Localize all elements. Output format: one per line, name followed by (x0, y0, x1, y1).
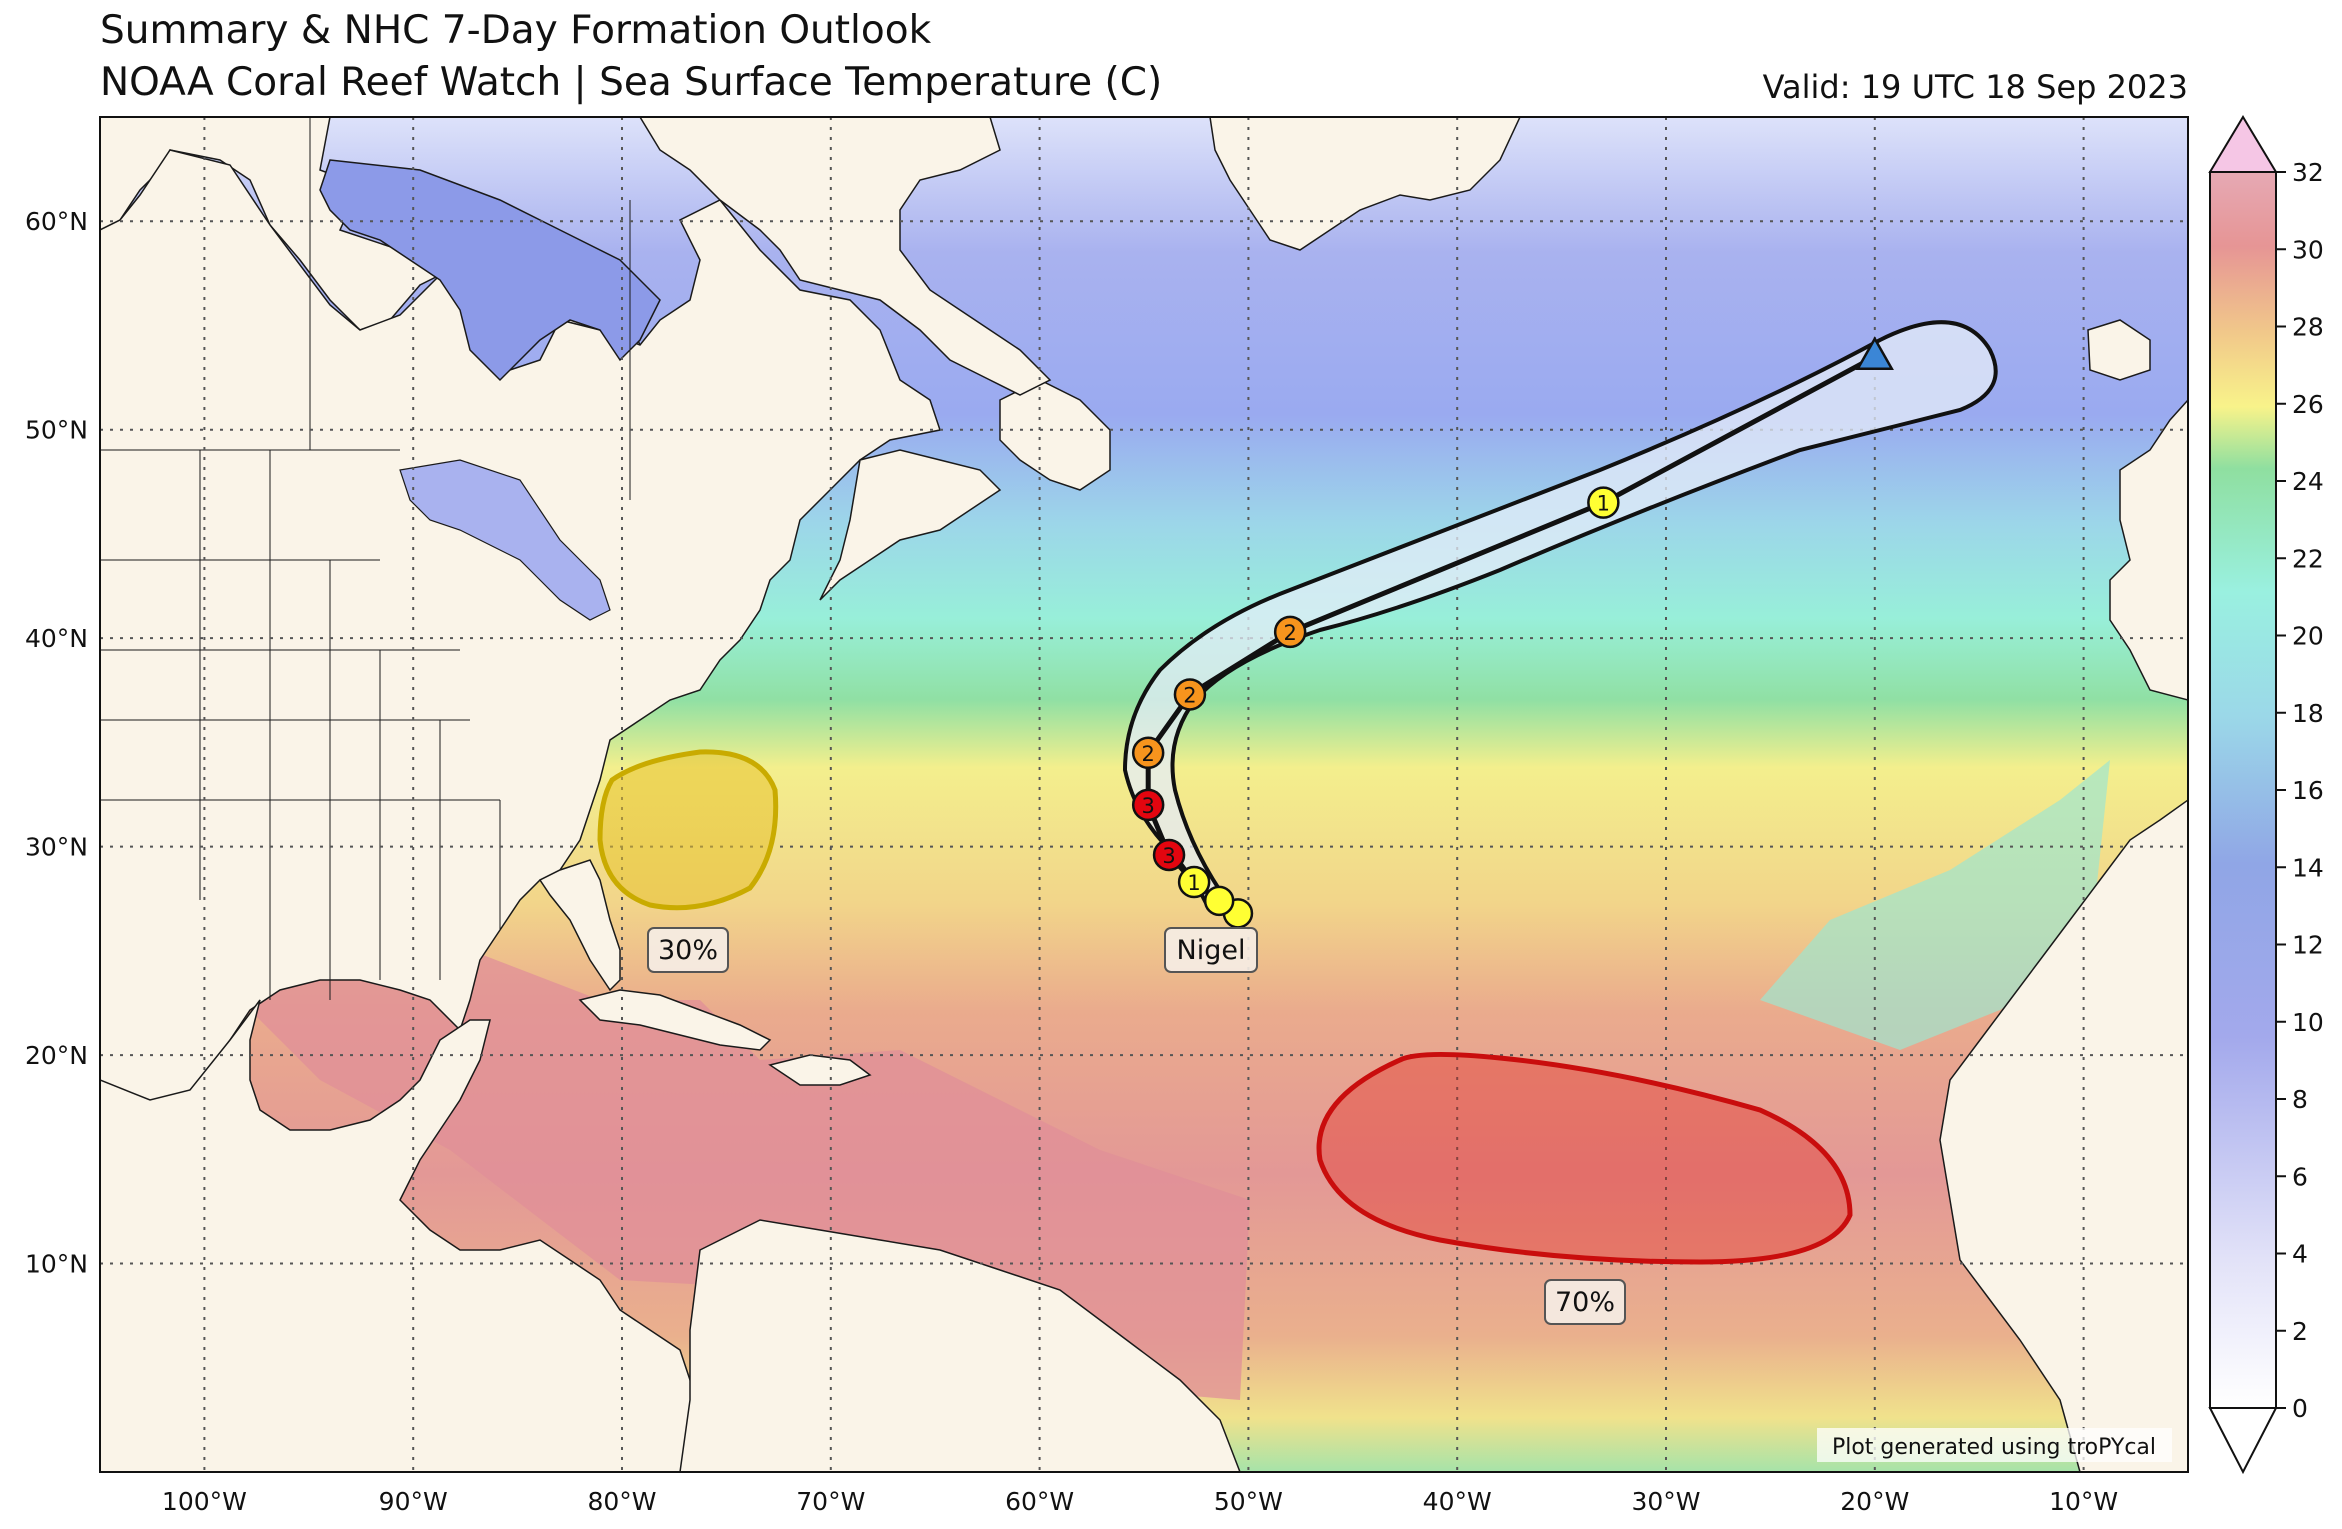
colorbar-extend-bottom (2208, 1407, 2278, 1475)
label-box-70: 70% (1544, 1279, 1626, 1325)
track-marker (1131, 788, 1165, 822)
track-marker-label: 2 (1283, 621, 1296, 645)
state-borders (100, 117, 631, 1000)
track-marker-post-tropical (1855, 336, 1894, 370)
lat-tick-label: 40°N (25, 624, 88, 653)
track-marker (1152, 838, 1186, 872)
colorbar-tick-label: 24 (2292, 467, 2324, 496)
colorbar-tick-label: 6 (2292, 1162, 2308, 1191)
colorbar-tick-label: 2 (2292, 1317, 2308, 1346)
colorbar-tick-label: 0 (2292, 1394, 2308, 1423)
lon-tick-label: 70°W (796, 1487, 865, 1516)
longitude-labels: 100°W 90°W 80°W 70°W 60°W 50°W 40°W 30°W 20°W 10°… (162, 1487, 2118, 1516)
lat-tick-label: 60°N (25, 207, 88, 236)
track-marker-label: 1 (1187, 871, 1200, 895)
valid-time: Valid: 19 UTC 18 Sep 2023 (1762, 68, 2188, 106)
colorbar-tick-label: 16 (2292, 776, 2324, 805)
storm-name-label: Nigel (1177, 935, 1246, 966)
colorbar-tick-label: 32 (2292, 158, 2324, 187)
lon-tick-label: 10°W (2049, 1487, 2118, 1516)
colorbar-tick-label: 22 (2292, 544, 2324, 573)
colorbar-tick-label: 12 (2292, 931, 2324, 960)
outlook-label-30: 30% (658, 935, 718, 966)
colorbar-tick-label: 10 (2292, 1008, 2324, 1037)
credit-box: Plot generated using troPYcal (1817, 1428, 2172, 1462)
credit-text: Plot generated using troPYcal (1832, 1435, 2156, 1460)
great-lakes (399, 459, 611, 621)
colorbar-tick-label: 20 (2292, 622, 2324, 651)
title-line-2: NOAA Coral Reef Watch | Sea Surface Temp… (100, 60, 1163, 105)
land-cuba (578, 989, 772, 1051)
land-newfoundland (999, 379, 1111, 491)
lon-tick-label: 30°W (1631, 1487, 1700, 1516)
lon-tick-label: 90°W (379, 1487, 448, 1516)
track-marker (1131, 736, 1165, 770)
lat-tick-label: 30°N (25, 833, 88, 862)
hudson-bay (319, 159, 661, 382)
colorbar-tick-label: 14 (2292, 853, 2324, 882)
label-box-30: 30% (647, 927, 729, 973)
outlook-label-70: 70% (1555, 1287, 1615, 1318)
lon-tick-label: 40°W (1423, 1487, 1492, 1516)
label-box-storm: Nigel (1164, 927, 1258, 973)
map-frame (99, 116, 2189, 1473)
track-marker (1203, 885, 1235, 917)
track-marker (1587, 486, 1620, 519)
colorbar-extend-top (2208, 115, 2278, 173)
land-greenland (1209, 117, 1521, 251)
land-labrador-coast (639, 117, 1052, 396)
track-marker (1173, 678, 1207, 711)
track-marker-label: 3 (1162, 844, 1175, 868)
land-south-america (679, 1219, 1241, 1472)
colorbar-bar (2209, 171, 2277, 1409)
colorbar-tick-label: 28 (2292, 313, 2324, 342)
colorbar-tick-label: 8 (2292, 1085, 2308, 1114)
track-marker-label: 2 (1183, 683, 1196, 707)
track-marker-label: 3 (1141, 794, 1154, 818)
land-florida (538, 859, 621, 992)
lon-tick-label: 100°W (162, 1487, 247, 1516)
lon-tick-label: 80°W (587, 1487, 656, 1516)
track-marker (1177, 865, 1211, 899)
latitude-labels: 10°N 20°N 30°N 40°N 50°N 60°N (25, 207, 88, 1278)
lat-tick-label: 50°N (25, 416, 88, 445)
colorbar-tick-label: 30 (2292, 235, 2324, 264)
outlook-area-70 (1316, 1051, 1853, 1265)
land-europe (2109, 330, 2188, 701)
lon-tick-label: 50°W (1214, 1487, 1283, 1516)
colorbar-tick-label: 4 (2292, 1240, 2308, 1269)
lon-tick-label: 20°W (1840, 1487, 1909, 1516)
land-ireland (2087, 319, 2151, 381)
land-africa (1939, 799, 2188, 1472)
lon-tick-label: 60°W (1005, 1487, 1074, 1516)
title-line-1: Summary & NHC 7-Day Formation Outlook (100, 8, 932, 53)
colorbar-tick-label: 26 (2292, 390, 2324, 419)
land-mexico-central-america (100, 999, 701, 1472)
colorbar-tick-label: 18 (2292, 699, 2324, 728)
outlook-area-30 (597, 749, 779, 911)
track-marker-label: 2 (1141, 742, 1154, 766)
lat-tick-label: 20°N (25, 1041, 88, 1070)
cool-shelf (1760, 760, 2110, 1050)
lat-tick-label: 10°N (25, 1250, 88, 1279)
track-marker (1273, 615, 1307, 649)
land-maritimes (819, 449, 1002, 601)
track-marker-label: 1 (1597, 492, 1610, 516)
